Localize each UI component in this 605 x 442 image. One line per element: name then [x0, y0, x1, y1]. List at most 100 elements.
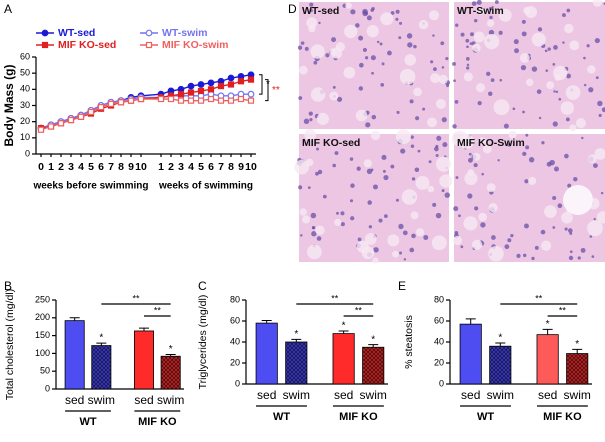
error-bar: [495, 342, 506, 347]
data-point: [67, 116, 75, 124]
y-tick-label: 100: [35, 348, 50, 358]
error-bar: [542, 328, 553, 335]
x-group-label: weeks before swimming: [32, 181, 148, 192]
x-tick-label: 1: [158, 161, 164, 173]
cell-vacuole: [482, 144, 492, 154]
cell-nucleus: [486, 71, 491, 77]
cell-nucleus: [399, 251, 403, 255]
cell-nucleus: [430, 60, 434, 64]
cell-nucleus: [567, 228, 573, 233]
cell-vacuole: [387, 234, 400, 247]
cell-vacuole: [429, 10, 440, 21]
cell-nucleus: [522, 151, 527, 157]
cell-nucleus: [598, 113, 602, 118]
bar: [489, 345, 512, 385]
cell-nucleus: [525, 145, 530, 150]
legend-label: MIF KO-swim: [162, 39, 229, 51]
cell-nucleus: [357, 237, 362, 242]
cell-nucleus: [525, 133, 529, 137]
y-axis-title: Total cholesterol (mg/dl): [4, 289, 16, 400]
cell-vacuole: [435, 156, 452, 172]
x-tick-label: 9: [238, 161, 244, 173]
significance-label: **: [535, 293, 543, 303]
cell-vacuole: [334, 218, 342, 226]
cell-vacuole: [299, 208, 307, 216]
cell-nucleus: [554, 166, 559, 172]
cell-nucleus: [362, 8, 368, 15]
cell-nucleus: [336, 211, 339, 215]
cell-nucleus: [552, 121, 558, 127]
data-point: [97, 104, 105, 111]
cell-vacuole: [308, 25, 316, 33]
cell-nucleus: [432, 202, 437, 207]
y-tick-label: 40: [20, 84, 30, 94]
data-point: [137, 95, 145, 103]
cell-nucleus: [470, 32, 474, 37]
cell-nucleus: [494, 0, 499, 4]
bar: [160, 355, 181, 390]
cell-nucleus: [552, 226, 556, 229]
data-point: [247, 97, 255, 104]
cell-nucleus: [460, 245, 464, 249]
cell-vacuole: [399, 68, 416, 85]
cell-nucleus: [593, 163, 598, 169]
data-point: [237, 78, 245, 85]
cell-vacuole: [528, 176, 537, 186]
significance-star: *: [169, 344, 173, 355]
panel-letter: C: [198, 279, 207, 293]
cell-nucleus: [498, 30, 503, 35]
cell-vacuole: [587, 220, 603, 237]
y-tick-label: 60: [230, 315, 240, 325]
x-tick-label: swim: [564, 388, 591, 402]
cell-vacuole: [473, 31, 485, 43]
y-tick-label: 40: [434, 336, 444, 346]
cell-nucleus: [297, 45, 303, 50]
cell-nucleus: [600, 191, 604, 195]
cell-vacuole: [435, 98, 446, 109]
data-point: [117, 99, 125, 106]
significance-label: **: [154, 305, 162, 315]
cell-nucleus: [562, 41, 565, 44]
cell-nucleus: [413, 44, 417, 49]
cell-nucleus: [441, 117, 447, 123]
cell-nucleus: [318, 21, 321, 25]
cell-nucleus: [410, 144, 415, 148]
cell-vacuole: [370, 130, 381, 141]
cell-vacuole: [587, 154, 597, 164]
cell-vacuole: [592, 0, 603, 7]
cell-nucleus: [398, 223, 404, 230]
cell-nucleus: [383, 214, 388, 219]
cell-vacuole: [525, 78, 534, 87]
cell-nucleus: [566, 8, 571, 13]
cell-nucleus: [403, 258, 407, 261]
cell-nucleus: [466, 45, 469, 49]
cell-nucleus: [581, 136, 584, 140]
x-group-label: WT: [79, 416, 96, 428]
x-tick-label: 6: [208, 161, 214, 173]
x-tick-label: 7: [108, 161, 114, 173]
y-tick-label: 60: [20, 51, 30, 61]
cell-nucleus: [453, 79, 456, 83]
cell-nucleus: [490, 78, 495, 83]
cell-nucleus: [395, 17, 399, 21]
cell-nucleus: [489, 6, 493, 11]
cell-nucleus: [523, 223, 529, 229]
cell-nucleus: [387, 50, 392, 56]
cell-nucleus: [407, 42, 413, 48]
cell-vacuole: [431, 235, 447, 251]
cell-nucleus: [555, 90, 559, 94]
y-tick-label: 30: [20, 100, 30, 110]
cell-nucleus: [440, 41, 445, 46]
y-tick-label: 50: [20, 68, 30, 78]
panel-letter: E: [398, 279, 406, 293]
cell-nucleus: [547, 47, 551, 51]
data-point: [177, 97, 185, 104]
cell-nucleus: [349, 157, 354, 161]
cell-nucleus: [406, 33, 413, 39]
cell-vacuole: [310, 44, 325, 59]
cell-nucleus: [308, 111, 313, 116]
x-tick-label: 4: [188, 161, 194, 173]
x-tick-label: 3: [178, 161, 184, 173]
cell-vacuole: [427, 117, 437, 128]
cell-vacuole: [355, 109, 368, 122]
